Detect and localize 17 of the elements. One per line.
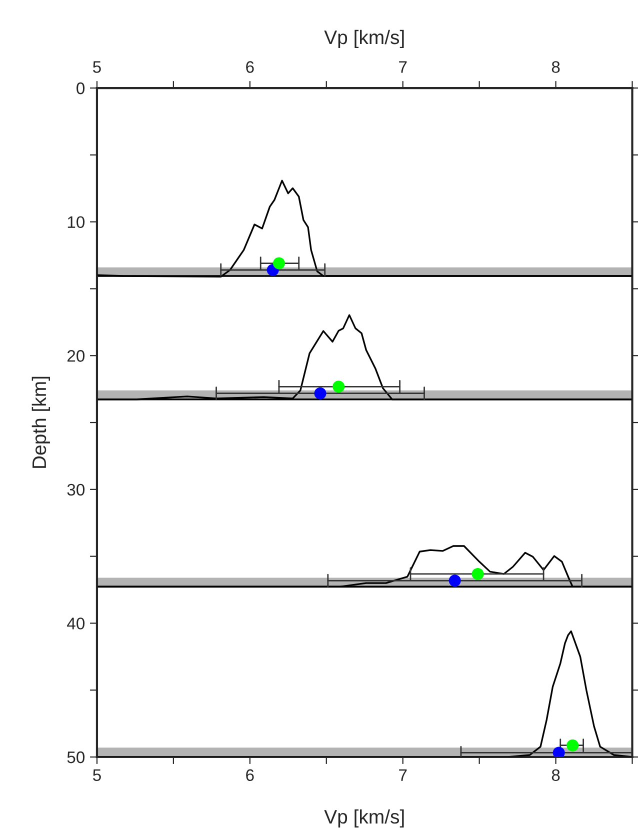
y-tick-label: 20 xyxy=(67,350,85,362)
y-axis-title: Depth [km] xyxy=(32,376,50,468)
x2-axis-title: Vp [km/s] xyxy=(324,30,404,48)
x-tick-label: 7 xyxy=(399,769,407,781)
x2-tick-label: 6 xyxy=(246,61,254,73)
y-tick-label: 10 xyxy=(68,216,85,228)
x2-tick-label: 5 xyxy=(93,61,101,73)
x-tick-label: 8 xyxy=(552,769,560,782)
y-tick-label: 30 xyxy=(67,484,85,496)
y-tick-label: 0 xyxy=(76,82,85,94)
x-tick-label: 5 xyxy=(93,769,101,782)
x-tick-label: 6 xyxy=(246,769,254,782)
y-tick-label: 50 xyxy=(67,751,85,764)
x-axis-title: Vp [km/s] xyxy=(324,809,404,828)
x2-tick-label: 7 xyxy=(399,61,407,73)
y-tick-label: 40 xyxy=(67,618,85,630)
x2-tick-label: 8 xyxy=(552,61,560,73)
